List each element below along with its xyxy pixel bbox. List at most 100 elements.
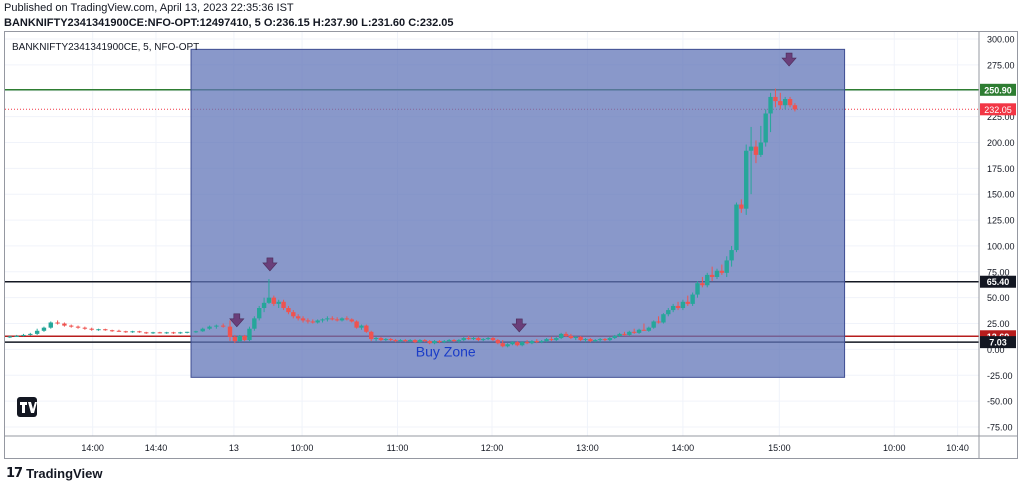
candle-body bbox=[21, 334, 26, 336]
candle-body bbox=[519, 342, 525, 346]
close-label: C: bbox=[408, 17, 420, 29]
axis-layer[interactable]: 300.00275.00250.00225.00200.00175.00150.… bbox=[4, 31, 1018, 459]
candle-body bbox=[773, 96, 778, 102]
candle-body bbox=[378, 338, 384, 341]
y-tick-label: 175.00 bbox=[987, 164, 1015, 174]
candle-body bbox=[602, 339, 608, 341]
candle-body bbox=[456, 340, 462, 342]
candle-body bbox=[369, 331, 374, 340]
candle-body bbox=[481, 339, 486, 341]
candle-body bbox=[748, 146, 754, 151]
y-tick-label: 300.00 bbox=[987, 35, 1015, 45]
low-value: 231.60 bbox=[371, 17, 406, 29]
candle-body bbox=[330, 318, 335, 320]
candle-body bbox=[714, 270, 720, 277]
candle-body bbox=[271, 297, 277, 304]
candle-body bbox=[588, 339, 593, 342]
candle-body bbox=[227, 326, 233, 337]
candle-body bbox=[534, 341, 540, 343]
candle-body bbox=[220, 325, 226, 327]
candle-body bbox=[364, 325, 369, 332]
candle-body bbox=[69, 325, 74, 327]
candle-body bbox=[695, 283, 700, 295]
candle-body bbox=[320, 319, 325, 321]
x-tick-label: 14:00 bbox=[672, 443, 695, 453]
candle-body bbox=[28, 333, 33, 335]
footer: 17 TradingView bbox=[6, 464, 102, 482]
y-tick-label: 225.00 bbox=[987, 112, 1015, 122]
candle-body bbox=[96, 329, 101, 331]
candle-body bbox=[670, 305, 676, 311]
candle-body bbox=[7, 336, 13, 338]
down-arrow-marker bbox=[511, 318, 527, 333]
candle-body bbox=[632, 331, 637, 333]
candle-body bbox=[729, 250, 734, 261]
candle-body bbox=[232, 336, 238, 342]
low-label: L: bbox=[361, 17, 372, 29]
x-tick-label: 12:00 bbox=[481, 443, 504, 453]
candle-body bbox=[393, 340, 398, 342]
price-level-badge bbox=[980, 336, 1016, 349]
candle-body bbox=[782, 99, 788, 106]
candle-body bbox=[373, 338, 379, 340]
candlestick-chart[interactable]: Buy Zone 300.00275.00250.00225.00200.001… bbox=[4, 31, 1018, 459]
symbol-line: BANKNIFTY2341341900CE:NFO-OPT:12497410, … bbox=[4, 17, 261, 29]
candle-body bbox=[403, 340, 408, 342]
candle-body bbox=[388, 339, 393, 341]
candle-body bbox=[281, 301, 286, 309]
candle-body bbox=[214, 325, 219, 327]
y-tick-label: 75.00 bbox=[987, 267, 1010, 277]
candle-body bbox=[529, 341, 535, 344]
candle-body bbox=[573, 336, 578, 339]
candle-body bbox=[276, 301, 281, 304]
candle-body bbox=[466, 338, 471, 340]
candle-body bbox=[744, 150, 749, 209]
candle-body bbox=[680, 301, 686, 309]
candle-body bbox=[103, 329, 108, 331]
y-tick-label: 50.00 bbox=[987, 293, 1010, 303]
candle-body bbox=[407, 340, 413, 342]
candle-body bbox=[339, 318, 345, 321]
candle-body bbox=[641, 329, 647, 331]
candle-body bbox=[137, 331, 142, 333]
tradingview-logo-icon: 17 bbox=[6, 465, 23, 481]
candle-body bbox=[295, 316, 301, 319]
candle-body bbox=[675, 305, 681, 309]
x-tick-label: 10:40 bbox=[946, 443, 969, 453]
candle-body bbox=[705, 274, 710, 286]
candle-body bbox=[500, 343, 505, 347]
candle-body bbox=[763, 113, 768, 143]
candle-body bbox=[417, 340, 423, 343]
candle-body bbox=[354, 321, 359, 328]
candle-body bbox=[164, 332, 169, 334]
candle-body bbox=[427, 341, 432, 344]
candle-body bbox=[398, 340, 403, 342]
candle-body bbox=[485, 338, 491, 340]
candle-body bbox=[193, 331, 199, 333]
down-arrow-marker bbox=[229, 313, 245, 328]
candle-body bbox=[75, 326, 81, 328]
y-tick-label: 150.00 bbox=[987, 190, 1015, 200]
chart-legend: BANKNIFTY2341341900CE, 5, NFO-OPT bbox=[12, 42, 199, 53]
candle-body bbox=[349, 319, 354, 322]
candle-body bbox=[109, 330, 115, 332]
candle-body bbox=[261, 302, 267, 309]
y-tick-label: -50.00 bbox=[987, 397, 1013, 407]
candle-body bbox=[89, 328, 94, 330]
chart-frame[interactable]: Buy Zone 300.00275.00250.00225.00200.001… bbox=[4, 31, 1018, 459]
candle-body bbox=[656, 321, 661, 323]
candle-body bbox=[636, 329, 642, 333]
candle-body bbox=[383, 339, 389, 341]
candle-body bbox=[412, 340, 418, 343]
candle-body bbox=[247, 328, 252, 341]
candle-body bbox=[700, 283, 705, 286]
candle-body bbox=[286, 308, 291, 313]
price-level-badge bbox=[980, 275, 1016, 288]
x-tick-label: 10:00 bbox=[883, 443, 906, 453]
candle-body bbox=[685, 301, 690, 304]
candle-body bbox=[627, 331, 632, 335]
candle-body bbox=[646, 327, 652, 331]
close-value: 232.05 bbox=[419, 17, 454, 29]
candle-body bbox=[82, 327, 88, 329]
y-tick-label: 125.00 bbox=[987, 216, 1015, 226]
